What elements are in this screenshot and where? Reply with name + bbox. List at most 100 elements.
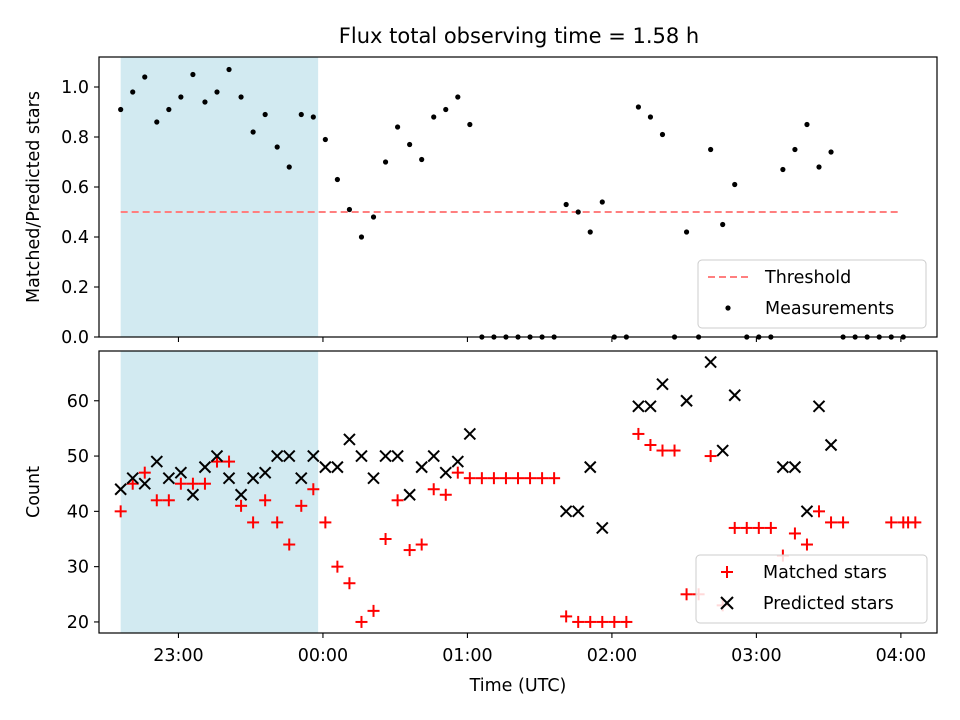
- predicted-star-point: [270, 449, 284, 463]
- measurement-point: [118, 106, 124, 113]
- matched-star-point: [198, 477, 211, 490]
- predicted-star-point: [403, 488, 416, 501]
- bottom-legend-box: [695, 554, 928, 624]
- measurement-point: [262, 111, 268, 118]
- predicted-star-point: [812, 400, 826, 413]
- matched-star-point: [210, 455, 223, 468]
- measurement-point: [274, 144, 280, 150]
- predicted-star-point: [704, 355, 717, 369]
- matched-star-point: [379, 533, 392, 545]
- matched-star-point: [439, 488, 452, 501]
- measurement-point: [455, 94, 461, 100]
- measurement-point: [322, 136, 328, 143]
- bottom-panel: 20 30 40 50 60 23:00 00:00 01:00 02:00 03:00 04:0…: [24, 350, 938, 696]
- matched-star-point: [355, 615, 368, 628]
- predicted-star-point: [776, 460, 790, 474]
- predicted-stars-legend-label: Predicted stars: [763, 594, 894, 614]
- matched-star-point: [499, 472, 512, 485]
- matched-star-point: [391, 494, 404, 507]
- predicted-star-point: [391, 449, 404, 463]
- matched-star-point: [668, 444, 681, 457]
- measurement-point: [130, 89, 136, 95]
- predicted-star-point: [571, 505, 585, 518]
- matched-star-point: [463, 472, 476, 485]
- predicted-star-point: [788, 460, 802, 474]
- matched-star-point: [186, 477, 199, 490]
- matched-star-point: [367, 604, 380, 617]
- matched-star-point: [415, 538, 428, 551]
- measurement-point: [407, 141, 413, 148]
- matched-star-point: [704, 450, 717, 463]
- measurement-point: [286, 164, 292, 170]
- matched-star-point: [572, 615, 585, 628]
- matched-star-point: [524, 472, 537, 485]
- matched-star-point: [813, 505, 826, 518]
- measurement-point: [370, 214, 377, 220]
- predicted-star-point: [728, 389, 741, 402]
- matched-star-point: [825, 516, 838, 529]
- predicted-star-point: [174, 466, 188, 479]
- predicted-star-point: [343, 433, 356, 446]
- matched-star-point: [608, 615, 621, 628]
- matched-star-point: [644, 439, 657, 451]
- matched-star-point: [728, 521, 741, 534]
- predicted-star-point: [222, 471, 236, 485]
- measurement-point: [394, 124, 401, 130]
- top-panel: 0.0 0.2 0.4 0.6 0.8 1.0 Matched/Predicted sta…: [24, 56, 938, 348]
- matched-star-point: [740, 521, 753, 534]
- measurements-legend-label: Measurements: [765, 299, 894, 319]
- matched-star-point: [319, 516, 332, 529]
- measurement-point: [358, 234, 365, 240]
- measurement-point: [310, 114, 316, 120]
- predicted-star-point: [162, 471, 176, 485]
- matched-star-point: [138, 466, 151, 479]
- matched-star-point: [114, 505, 127, 518]
- predicted-star-point: [210, 449, 224, 463]
- measurement-point: [238, 94, 244, 100]
- predicted-star-point: [632, 400, 645, 413]
- matched-star-point: [343, 577, 356, 590]
- matched-star-point: [427, 483, 440, 496]
- measurement-point: [431, 114, 437, 120]
- predicted-stars-legend-swatch: [720, 596, 734, 610]
- predicted-star-point: [463, 427, 477, 441]
- measurement-point: [142, 74, 148, 80]
- bottom-x-tick-label: 03:00: [731, 646, 781, 666]
- top-legend: Threshold Measurements: [697, 259, 927, 329]
- matched-star-point: [174, 477, 187, 490]
- measurement-point: [250, 129, 256, 135]
- matched-star-point: [620, 615, 633, 628]
- top-y-axis-label: Matched/Predicted stars: [24, 91, 44, 303]
- measurement-point: [647, 114, 654, 120]
- bottom-legend: Matched stars Predicted stars: [695, 554, 928, 624]
- predicted-star-point: [114, 483, 127, 496]
- top-y-tick-label: 0.0: [61, 328, 89, 348]
- measurement-point: [467, 121, 473, 128]
- bottom-x-ticks: 23:00 00:00 01:00 02:00 03:00 04:00: [153, 633, 926, 666]
- measurements-legend-swatch: [725, 305, 731, 311]
- matched-star-point: [752, 521, 765, 534]
- matched-star-point: [403, 544, 416, 557]
- predicted-star-point: [307, 449, 320, 463]
- measurement-point: [732, 181, 738, 188]
- measurement-point: [635, 104, 642, 110]
- predicted-star-point: [319, 460, 332, 474]
- matched-star-point: [596, 615, 609, 628]
- bottom-y-tick-label: 20: [67, 613, 89, 633]
- matched-star-point: [126, 477, 139, 490]
- predicted-star-point: [379, 449, 392, 463]
- matched-star-point: [584, 615, 597, 628]
- predicted-star-point: [680, 394, 693, 407]
- predicted-star-point: [559, 505, 573, 518]
- measurement-point: [599, 199, 605, 205]
- measurement-point: [587, 229, 593, 235]
- predicted-star-point: [331, 460, 344, 474]
- measurement-point: [419, 156, 425, 163]
- bottom-axes-frame: [98, 350, 938, 634]
- measurement-point: [708, 146, 714, 153]
- predicted-star-point: [584, 460, 597, 474]
- predicted-star-point: [355, 449, 368, 463]
- measurement-point: [382, 159, 389, 165]
- matched-star-point: [487, 472, 500, 485]
- matched-star-point: [283, 538, 296, 551]
